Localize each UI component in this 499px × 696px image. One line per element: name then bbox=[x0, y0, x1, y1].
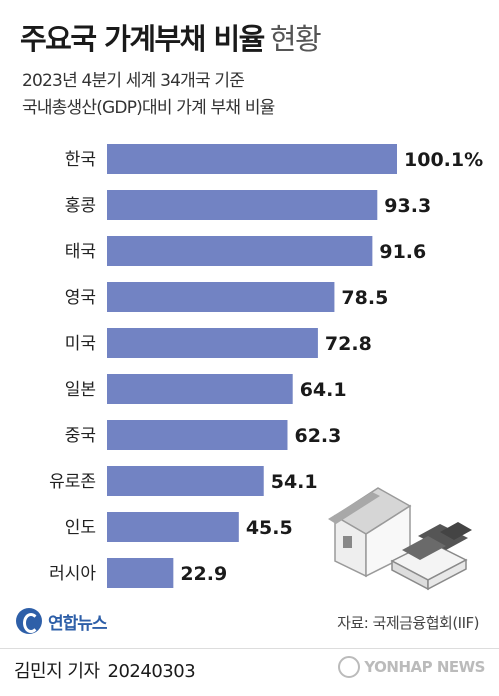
value-label: 100.1% bbox=[404, 149, 483, 171]
yonhap-logo-icon bbox=[16, 608, 42, 634]
category-label: 유로존 bbox=[49, 472, 96, 492]
category-label: 인도 bbox=[65, 518, 96, 538]
publish-date: 20240303 bbox=[107, 661, 196, 682]
category-label: 홍콩 bbox=[65, 196, 96, 216]
chart-subtitle-line2: 국내총생산(GDP)대비 가계 부채 비율 bbox=[22, 98, 275, 118]
chart-title-suffix: 현황 bbox=[269, 22, 322, 56]
reporter-name: 김민지 기자 bbox=[14, 661, 100, 682]
value-label: 54.1 bbox=[271, 471, 318, 493]
bar-chart: 한국 100.1% 홍콩 93.3 태국 91.6 영국 78.5 미국 72.8 일본 64.1 중국… bbox=[49, 144, 483, 591]
category-label: 중국 bbox=[65, 426, 96, 446]
house-and-money-illustration bbox=[328, 487, 472, 591]
watermark-text: YONHAP NEWS bbox=[364, 658, 485, 676]
category-label: 일본 bbox=[65, 380, 96, 400]
bar bbox=[107, 558, 174, 588]
category-label: 미국 bbox=[65, 334, 96, 354]
bar bbox=[107, 466, 264, 496]
bar bbox=[107, 512, 239, 542]
category-label: 태국 bbox=[65, 242, 96, 262]
value-label: 72.8 bbox=[325, 333, 372, 355]
value-label: 93.3 bbox=[384, 195, 431, 217]
value-label: 45.5 bbox=[246, 517, 293, 539]
source-note: 자료: 국제금융협회(IIF) bbox=[337, 614, 479, 632]
chart-area: 한국 100.1% 홍콩 93.3 태국 91.6 영국 78.5 미국 72.8 일본 64.1 중국… bbox=[0, 136, 499, 596]
watermark-logo-icon bbox=[338, 656, 361, 678]
value-label: 22.9 bbox=[180, 563, 227, 585]
value-label: 91.6 bbox=[379, 241, 426, 263]
bar bbox=[107, 236, 373, 266]
bar bbox=[107, 374, 293, 404]
category-label: 영국 bbox=[65, 288, 96, 308]
bar bbox=[107, 282, 335, 312]
category-label: 한국 bbox=[65, 150, 96, 170]
category-label: 러시아 bbox=[49, 564, 96, 584]
bar bbox=[107, 190, 378, 220]
chart-title-main: 주요국 가계부채 비율 bbox=[20, 22, 265, 56]
byline: 김민지 기자 20240303 bbox=[14, 657, 196, 683]
value-label: 64.1 bbox=[300, 379, 347, 401]
yonhap-logo: 연합뉴스 bbox=[16, 608, 108, 634]
footer-divider bbox=[0, 648, 499, 649]
chart-title: 주요국 가계부채 비율 현황 bbox=[20, 16, 322, 58]
bars-group: 한국 100.1% 홍콩 93.3 태국 91.6 영국 78.5 미국 72.8 일본 64.1 중국… bbox=[49, 144, 483, 588]
yonhap-watermark: YONHAP NEWS bbox=[338, 656, 485, 678]
bar bbox=[107, 420, 288, 450]
yonhap-logo-text: 연합뉴스 bbox=[48, 613, 108, 634]
value-label: 62.3 bbox=[294, 425, 341, 447]
bar bbox=[107, 328, 318, 358]
bar bbox=[107, 144, 397, 174]
chart-subtitle-line1: 2023년 4분기 세계 34개국 기준 bbox=[22, 71, 245, 91]
value-label: 78.5 bbox=[341, 287, 388, 309]
